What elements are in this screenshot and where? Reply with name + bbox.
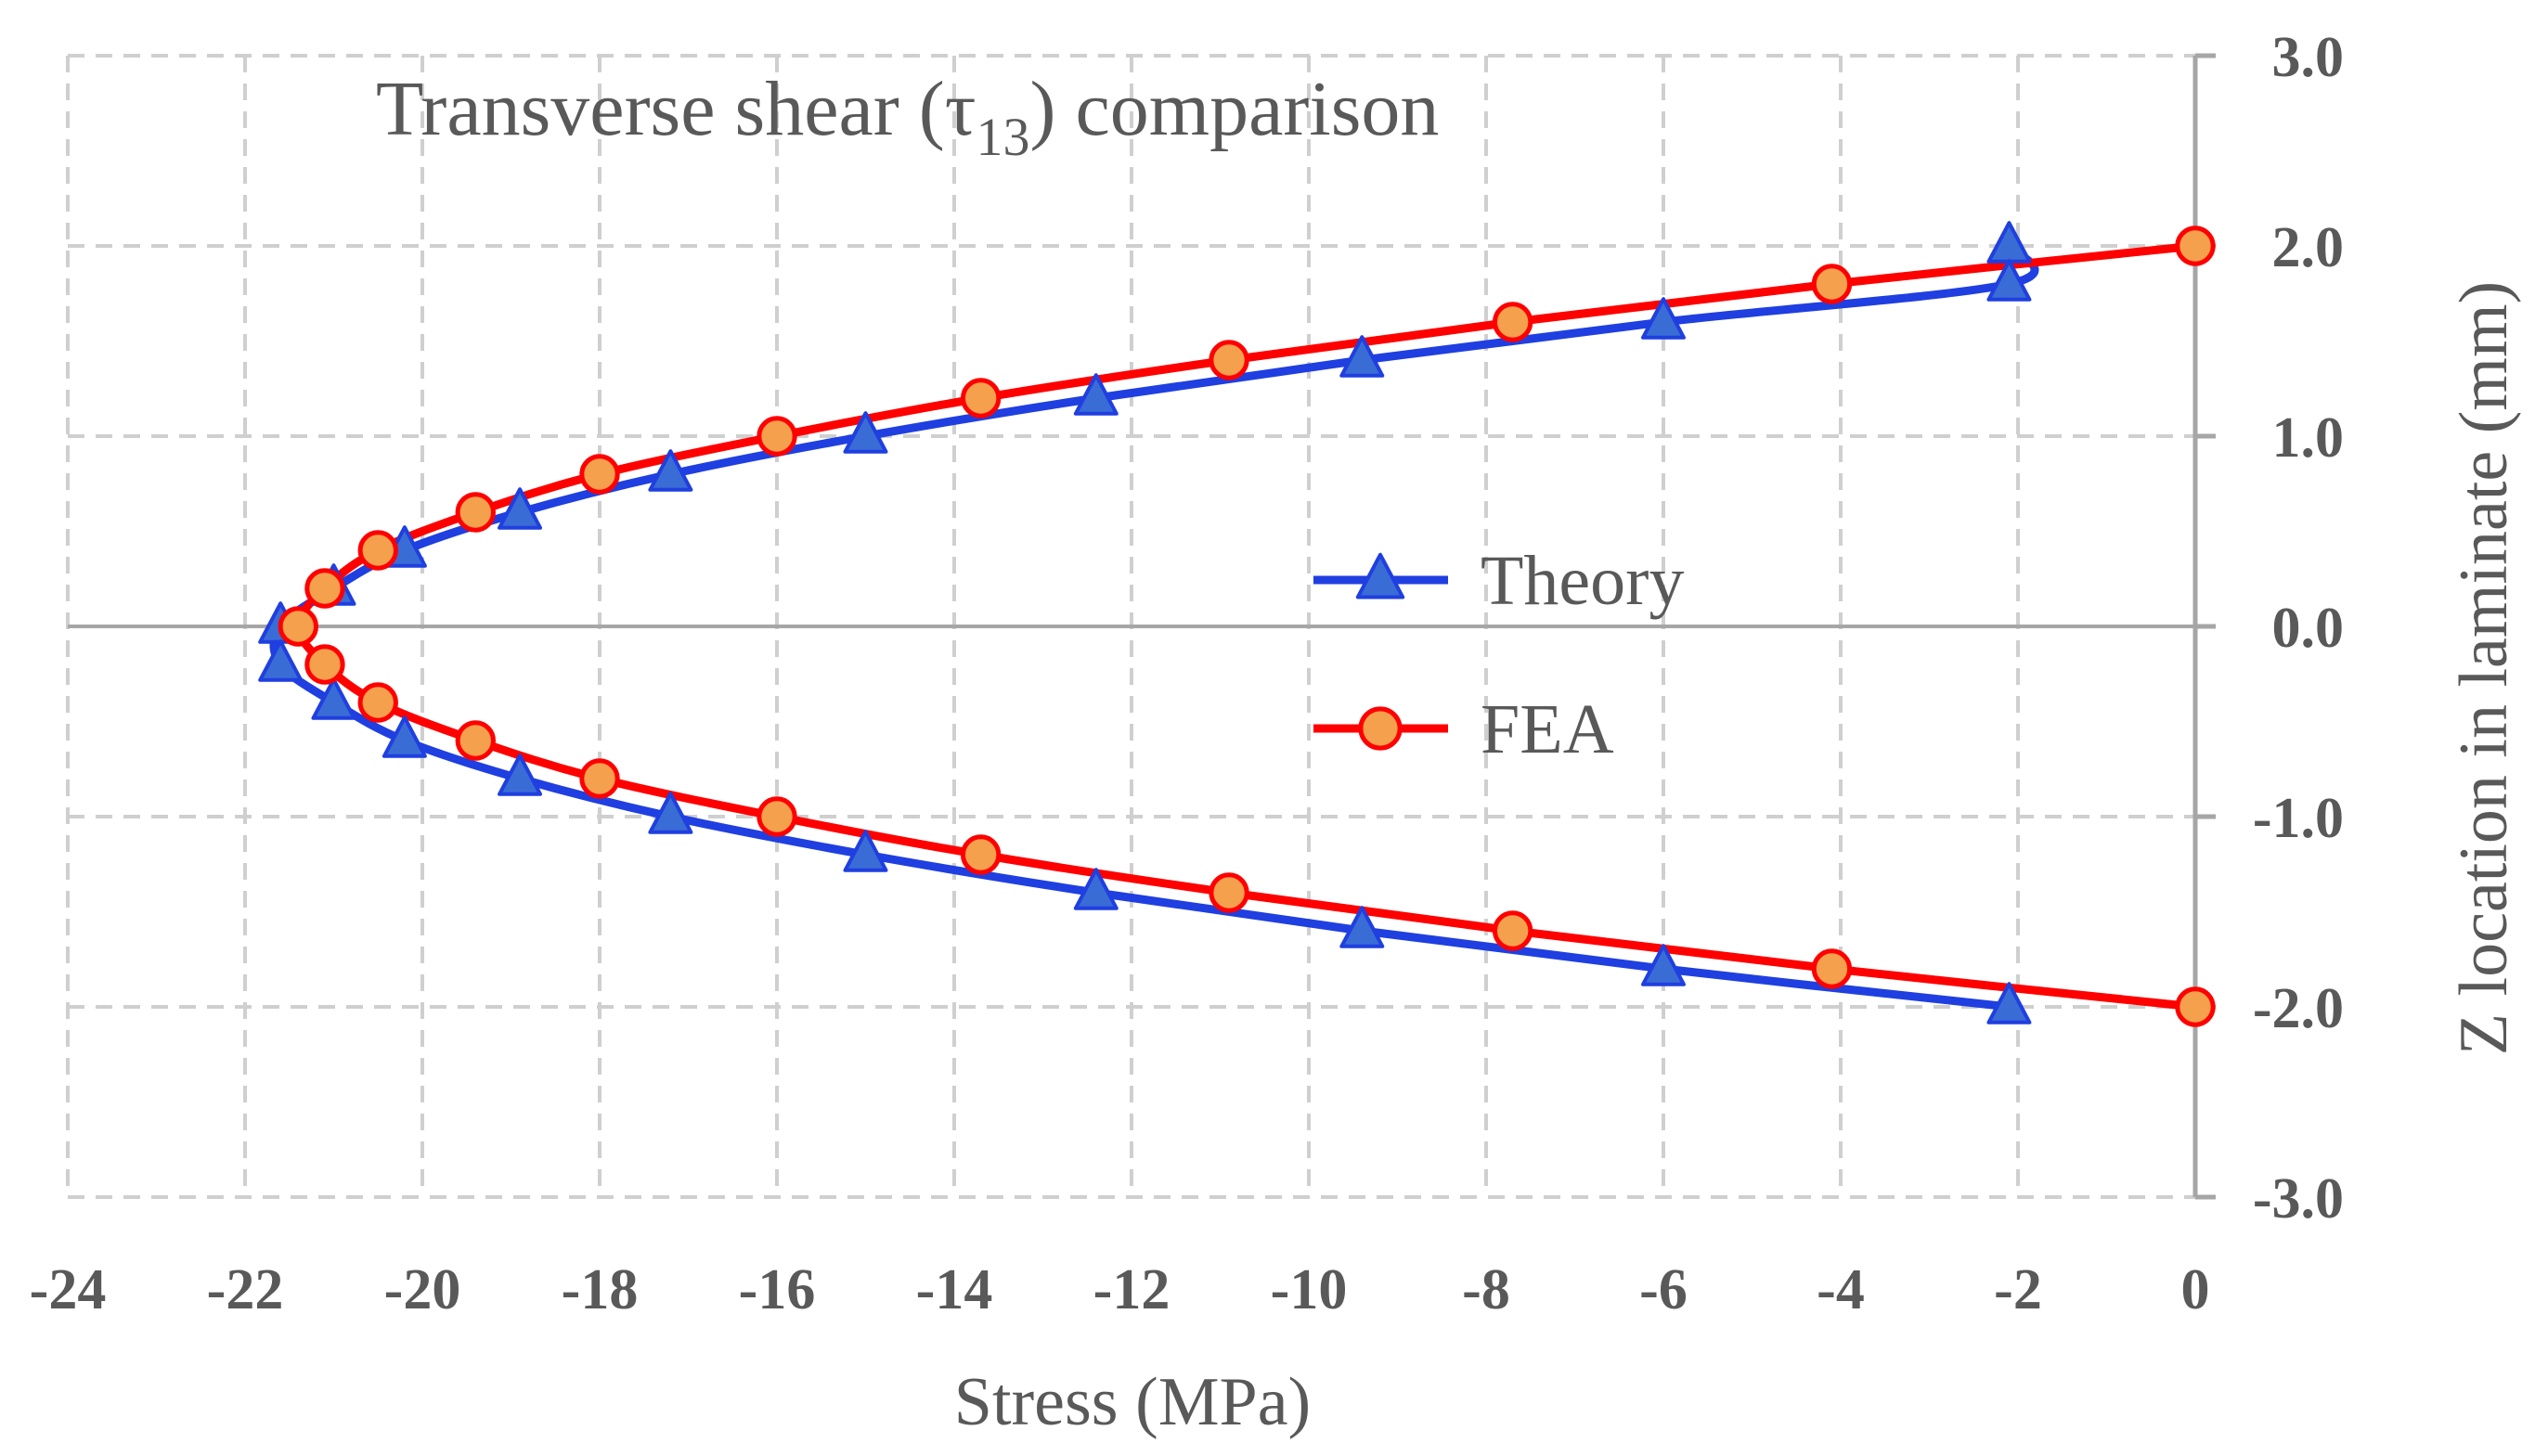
x-tick-label: -18	[562, 1258, 639, 1321]
data-point-theory	[1986, 259, 2032, 302]
chart-title-suffix: ) comparison	[1030, 66, 1440, 152]
data-point-fea	[1492, 302, 1533, 342]
y-axis-title: Z location in laminate (mm)	[2446, 281, 2522, 1055]
data-point-fea	[278, 606, 318, 647]
x-tick-label: -14	[916, 1258, 993, 1321]
legend-label-fea: FEA	[1481, 690, 1614, 768]
data-point-fea	[304, 644, 345, 685]
x-tick-label: -4	[1817, 1258, 1865, 1321]
data-point-theory	[1641, 297, 1686, 340]
legend-marker-fea	[1358, 706, 1403, 751]
chart-title: Transverse shear (τ13) comparison	[376, 66, 1439, 167]
x-tick-label: -10	[1271, 1258, 1348, 1321]
data-point-theory	[843, 411, 888, 454]
data-point-fea	[579, 454, 620, 495]
legend-label-theory: Theory	[1481, 542, 1684, 620]
data-point-fea	[757, 416, 797, 457]
y-tick-label: 3.0	[2272, 26, 2345, 89]
data-point-theory	[1339, 906, 1385, 948]
x-tick-label: -22	[207, 1258, 284, 1321]
data-point-fea	[357, 682, 398, 723]
y-tick-label: 2.0	[2272, 216, 2345, 279]
data-point-fea	[455, 720, 496, 761]
y-tick-label: 0.0	[2272, 597, 2345, 660]
data-point-fea	[757, 796, 797, 837]
x-tick-label: 0	[2181, 1258, 2210, 1321]
y-tick-label: -2.0	[2253, 977, 2344, 1040]
data-point-fea	[1209, 872, 1249, 913]
data-point-theory	[1073, 868, 1119, 910]
data-point-theory	[1073, 373, 1119, 416]
data-point-fea	[579, 758, 620, 799]
data-point-fea	[1209, 340, 1249, 380]
data-point-theory	[1339, 335, 1385, 378]
y-tick-label: -3.0	[2253, 1167, 2344, 1231]
data-point-fea	[1811, 264, 1853, 304]
data-point-theory	[258, 639, 304, 682]
y-tick-label: -1.0	[2253, 787, 2344, 850]
data-point-theory	[311, 677, 356, 720]
data-point-theory	[648, 449, 693, 492]
chart-title-symbol: τ	[945, 66, 977, 152]
data-point-fea	[1811, 948, 1853, 989]
chart-title-subscript: 13	[977, 107, 1030, 167]
data-point-fea	[304, 568, 345, 609]
data-point-fea	[357, 530, 398, 571]
data-point-fea	[2175, 986, 2216, 1027]
data-point-theory	[498, 754, 543, 796]
y-tick-label: 1.0	[2272, 406, 2345, 470]
x-tick-label: -8	[1462, 1258, 1510, 1321]
series-markers	[258, 221, 2216, 1027]
data-point-fea	[960, 834, 1002, 875]
data-point-theory	[1986, 982, 2032, 1024]
x-tick-label: -16	[739, 1258, 816, 1321]
chart-title-prefix: Transverse shear (	[376, 66, 945, 152]
x-axis-title: Stress (MPa)	[954, 1364, 1311, 1440]
data-point-theory	[843, 830, 888, 872]
x-tick-label: -6	[1639, 1258, 1688, 1321]
tick-labels: -24 -22 -20 -18 -16 -14 -12 -10 -8 -6 -4 -2 03.02.01…	[30, 26, 2344, 1321]
legend: Theory FEA	[1313, 542, 1684, 768]
data-point-fea	[960, 378, 1002, 419]
x-tick-label: -2	[1994, 1258, 2042, 1321]
data-point-fea	[455, 492, 496, 533]
data-point-theory	[648, 792, 693, 834]
data-point-fea	[2175, 225, 2216, 266]
data-point-fea	[1492, 910, 1533, 951]
data-point-theory	[498, 487, 543, 530]
legend-marker-theory	[1355, 552, 1405, 599]
data-point-theory	[382, 715, 427, 758]
x-tick-label: -12	[1093, 1258, 1171, 1321]
x-tick-label: -24	[30, 1258, 107, 1321]
x-tick-label: -20	[384, 1258, 461, 1321]
data-point-theory	[1641, 944, 1686, 986]
